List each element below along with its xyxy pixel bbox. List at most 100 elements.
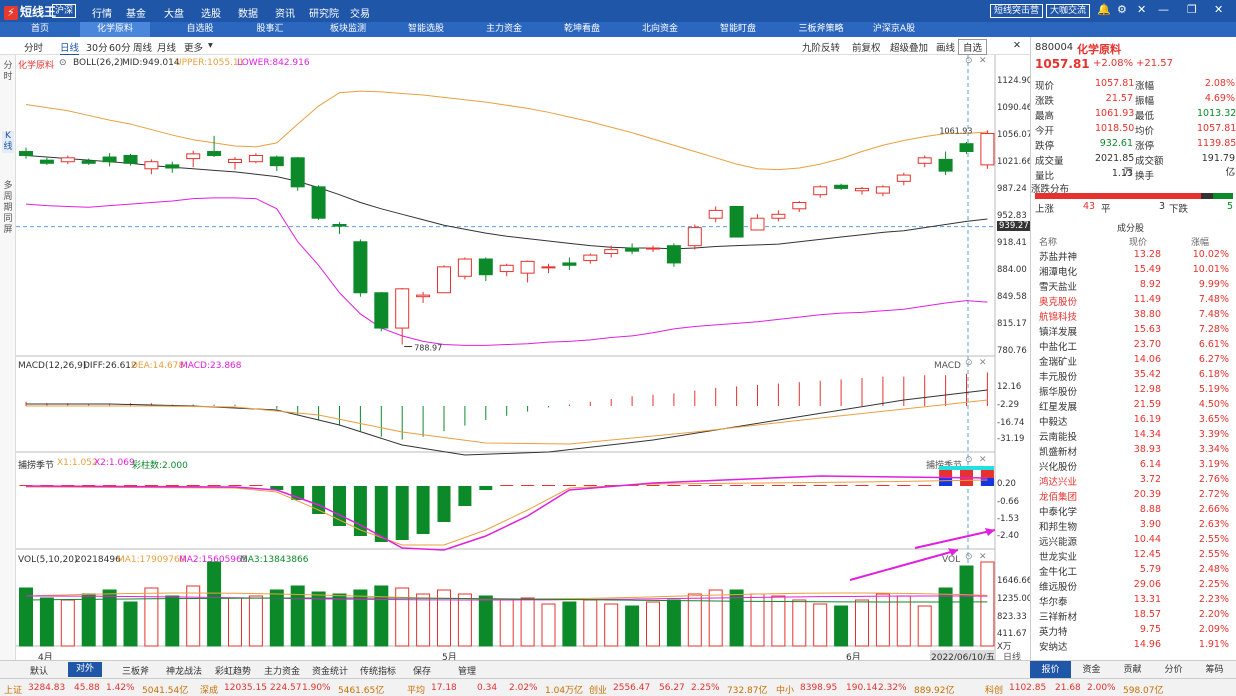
stock-row[interactable]: 中毅达 16.19 3.65% (1031, 413, 1236, 428)
rtab-quote[interactable]: 报价 (1030, 661, 1071, 679)
period-tick-button[interactable]: 分时 (24, 43, 44, 54)
nav-home[interactable]: 首页 (30, 24, 49, 34)
stock-row[interactable]: 苏盐井神 13.28 10.02% (1031, 248, 1236, 263)
stock-row[interactable]: 振华股份 12.98 5.19% (1031, 383, 1236, 398)
boll-name[interactable]: BOLL(26,2) (73, 58, 124, 68)
stock-row[interactable]: 云南能投 14.34 3.39% (1031, 428, 1236, 443)
stock-row[interactable]: 维远股份 29.06 2.25% (1031, 578, 1236, 593)
stock-row[interactable]: 中盐化工 23.70 6.61% (1031, 338, 1236, 353)
nav-watch[interactable]: 自选股 (186, 24, 214, 34)
rtab-price[interactable]: 分价 (1164, 665, 1183, 675)
menu-data[interactable]: 数据 (238, 9, 258, 20)
expert-chat-button[interactable]: 大咖交流 (1046, 4, 1091, 18)
period-60m-button[interactable]: 60分 (109, 43, 131, 54)
index-name[interactable]: 上证 (4, 686, 23, 696)
nav-three-axe[interactable]: 三板斧策略 (798, 24, 844, 34)
stock-row[interactable]: 兴化股份 6.14 3.19% (1031, 458, 1236, 473)
itab-manage[interactable]: 管理 (458, 667, 477, 677)
kline-chart[interactable]: 788.97 1061.93 ⊙ ✕ ⊙ ✕ ⊙ ✕ ⊙ ✕ (0, 0, 1030, 660)
itab-save[interactable]: 保存 (413, 667, 432, 677)
stock-row[interactable]: 湘潭电化 15.49 10.01% (1031, 263, 1236, 278)
itab-external[interactable]: 对外 (68, 662, 103, 677)
vol-name[interactable]: VOL(5,10,20) (18, 555, 78, 565)
itab-three-axe[interactable]: 三板斧 (122, 667, 150, 677)
indicator-select-icon[interactable]: ⊙ (59, 58, 67, 68)
draw-line-button[interactable]: 画线 (936, 43, 956, 54)
stock-row[interactable]: 远兴能源 10.44 2.55% (1031, 533, 1236, 548)
gear-icon[interactable]: ⚙ (1117, 3, 1127, 16)
stock-row[interactable]: 英力特 9.75 2.09% (1031, 623, 1236, 638)
itab-default[interactable]: 默认 (30, 667, 49, 677)
stock-row[interactable]: 航锦科技 38.80 7.48% (1031, 308, 1236, 323)
stock-row[interactable]: 镇洋发展 15.63 7.28% (1031, 323, 1236, 338)
index-name[interactable]: 深成 (200, 686, 219, 696)
nav-qiankun[interactable]: 乾坤看盘 (563, 24, 600, 34)
chevron-down-icon[interactable]: ▾ (208, 40, 213, 51)
app-logo[interactable]: ⚡ 短线王 (4, 3, 56, 20)
stock-row[interactable]: 凯盛新材 38.93 3.34% (1031, 443, 1236, 458)
nav-chem[interactable]: 化学原料 (80, 22, 150, 37)
left-tab-multi[interactable]: 多周期同屏 (3, 181, 13, 235)
itab-dragon[interactable]: 神龙战法 (166, 667, 203, 677)
index-name[interactable]: 创业 (589, 686, 608, 696)
rtab-chips[interactable]: 筹码 (1205, 665, 1224, 675)
nine-reverse-button[interactable]: 九阶反转 (802, 43, 841, 54)
period-month-button[interactable]: 月线 (157, 43, 177, 54)
close-small-icon[interactable]: ✕ (1137, 3, 1147, 16)
rtab-fund[interactable]: 资金 (1082, 665, 1101, 675)
short-camp-button[interactable]: 短线突击营 (990, 4, 1044, 18)
nav-smart-watch[interactable]: 智能盯盘 (719, 24, 756, 34)
menu-research[interactable]: 研究院 (309, 9, 339, 20)
menu-news[interactable]: 资讯 (275, 9, 295, 20)
stock-row[interactable]: 龙佰集团 20.39 2.72% (1031, 488, 1236, 503)
left-tab-kline[interactable]: K线 (2, 131, 14, 153)
minimize-icon[interactable]: — (1158, 3, 1169, 16)
menu-trade[interactable]: 交易 (350, 9, 370, 20)
close-panel-icon[interactable]: ✕ (1013, 40, 1021, 51)
index-name[interactable]: 平均 (407, 686, 426, 696)
menu-hq[interactable]: 行情 (92, 9, 112, 20)
nav-main-fund[interactable]: 主力资金 (485, 24, 522, 34)
itab-fund-stat[interactable]: 资金统计 (312, 667, 349, 677)
menu-market[interactable]: 大盘 (164, 9, 184, 20)
bc-name[interactable]: 捕捞季节 (18, 461, 55, 471)
menu-fund[interactable]: 基金 (126, 9, 146, 20)
stock-row[interactable]: 世龙实业 12.45 2.55% (1031, 548, 1236, 563)
index-name[interactable]: 中小 (776, 686, 795, 696)
itab-main-fund[interactable]: 主力资金 (264, 667, 301, 677)
restore-icon[interactable]: ❐ (1187, 3, 1197, 16)
stock-row[interactable]: 中泰化学 8.88 2.66% (1031, 503, 1236, 518)
period-more-button[interactable]: 更多 (184, 43, 204, 54)
bell-icon[interactable]: 🔔 (1097, 3, 1111, 16)
close-icon[interactable]: ✕ (1214, 3, 1224, 16)
nav-a-shares[interactable]: 沪深京A股 (872, 24, 916, 34)
stock-row[interactable]: 丰元股份 35.42 6.18% (1031, 368, 1236, 383)
itab-traditional[interactable]: 传统指标 (360, 667, 397, 677)
overlay-button[interactable]: 超级叠加 (890, 43, 929, 54)
nav-sector[interactable]: 板块监测 (329, 24, 366, 34)
itab-rainbow[interactable]: 彩虹趋势 (215, 667, 252, 677)
index-name[interactable]: 科创 (985, 686, 1004, 696)
stock-row[interactable]: 华尔泰 13.31 2.23% (1031, 593, 1236, 608)
period-week-button[interactable]: 周线 (133, 43, 153, 54)
nav-smart-pick[interactable]: 智能选股 (407, 24, 444, 34)
stock-row[interactable]: 安纳达 14.96 1.91% (1031, 638, 1236, 653)
left-tab-time[interactable]: 分时 (3, 61, 13, 82)
stock-row[interactable]: 红星发展 21.59 4.50% (1031, 398, 1236, 413)
nav-stock-talk[interactable]: 股事汇 (256, 24, 284, 34)
macd-name[interactable]: MACD(12,26,9) (18, 361, 87, 371)
period-day-button[interactable]: 日线 (60, 40, 80, 55)
stock-row[interactable]: 三祥新材 18.57 2.20% (1031, 608, 1236, 623)
nav-north[interactable]: 北向资金 (641, 24, 678, 34)
stock-row[interactable]: 奥克股份 11.49 7.48% (1031, 293, 1236, 308)
stock-row[interactable]: 金牛化工 5.79 2.48% (1031, 563, 1236, 578)
version-badge[interactable]: 沪深 (52, 4, 77, 18)
stock-row[interactable]: 和邦生物 3.90 2.63% (1031, 518, 1236, 533)
pre-adjust-button[interactable]: 前复权 (852, 43, 881, 54)
stock-row[interactable]: 雪天盐业 8.92 9.99% (1031, 278, 1236, 293)
stock-row[interactable]: 金瑞矿业 14.06 6.27% (1031, 353, 1236, 368)
stock-row[interactable]: 鸿达兴业 3.72 2.76% (1031, 473, 1236, 488)
menu-pick[interactable]: 选股 (201, 9, 221, 20)
period-30m-button[interactable]: 30分 (86, 43, 108, 54)
watchlist-select[interactable]: 自选 (958, 39, 988, 55)
